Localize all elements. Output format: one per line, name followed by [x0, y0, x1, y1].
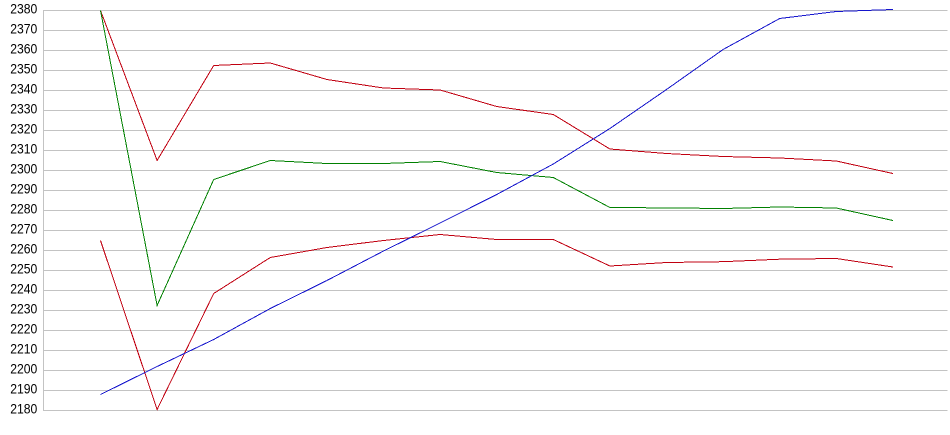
svg-text:2270: 2270 [10, 221, 37, 237]
svg-text:2370: 2370 [10, 21, 37, 37]
svg-text:2320: 2320 [10, 121, 37, 137]
svg-text:2260: 2260 [10, 241, 37, 257]
svg-text:2350: 2350 [10, 61, 37, 77]
svg-text:2310: 2310 [10, 141, 37, 157]
svg-text:2380: 2380 [10, 1, 37, 17]
svg-text:2250: 2250 [10, 261, 37, 277]
svg-text:2230: 2230 [10, 301, 37, 317]
svg-text:2360: 2360 [10, 41, 37, 57]
svg-text:2340: 2340 [10, 81, 37, 97]
svg-text:2330: 2330 [10, 101, 37, 117]
svg-text:2210: 2210 [10, 341, 37, 357]
svg-text:2190: 2190 [10, 381, 37, 397]
svg-text:2280: 2280 [10, 201, 37, 217]
svg-text:2300: 2300 [10, 161, 37, 177]
svg-text:2200: 2200 [10, 361, 37, 377]
svg-text:2180: 2180 [10, 401, 37, 417]
svg-text:2220: 2220 [10, 321, 37, 337]
svg-text:2290: 2290 [10, 181, 37, 197]
svg-text:2240: 2240 [10, 281, 37, 297]
